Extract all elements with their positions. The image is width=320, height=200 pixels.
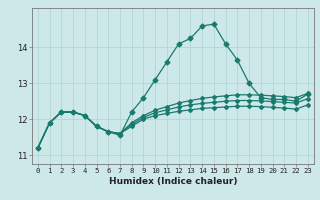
X-axis label: Humidex (Indice chaleur): Humidex (Indice chaleur) (108, 177, 237, 186)
